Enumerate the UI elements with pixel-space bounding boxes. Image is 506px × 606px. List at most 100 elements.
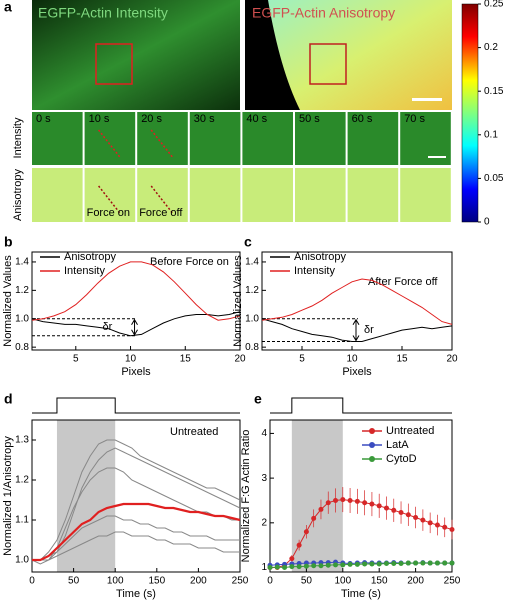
series-line	[32, 439, 241, 561]
colorbar-tick-label: 0	[484, 217, 490, 228]
time-label: 10 s	[89, 113, 110, 125]
roi-box	[95, 43, 133, 85]
legend-marker	[369, 456, 375, 462]
x-tick-label: 5	[73, 354, 79, 365]
x-tick-label: 100	[334, 576, 351, 587]
x-tick-label: 20	[234, 354, 246, 365]
intensity-frame	[137, 112, 188, 165]
data-point	[405, 560, 411, 566]
series-line	[31, 531, 240, 565]
data-point	[333, 497, 339, 503]
data-point	[289, 556, 295, 562]
series-line	[31, 311, 241, 337]
x-tick-label: 15	[396, 354, 408, 365]
legend-label: Untreated	[386, 425, 434, 437]
force-path	[150, 185, 174, 215]
data-point	[383, 505, 389, 511]
x-tick-label: 15	[180, 354, 192, 365]
intensity-frame	[84, 112, 136, 165]
y-tick-label: 2	[261, 517, 267, 528]
force-label: Force on	[87, 207, 130, 219]
stimulus-pulse	[270, 397, 452, 414]
time-label: 60 s	[352, 113, 373, 125]
anisotropy-frame	[295, 168, 346, 222]
data-point	[362, 500, 368, 506]
series-line	[32, 467, 240, 561]
anisotropy-frame	[242, 168, 293, 222]
data-point	[391, 507, 397, 513]
data-point	[296, 542, 302, 548]
anisotropy-frame	[84, 168, 136, 222]
time-label: 70 s	[404, 113, 425, 125]
intensity-image	[32, 0, 240, 110]
data-point	[311, 563, 317, 569]
x-tick-label: 50	[301, 576, 313, 587]
y-tick-label: 1.1	[15, 515, 29, 526]
data-point	[434, 560, 440, 566]
x-tick-label: 150	[371, 576, 388, 587]
data-point	[449, 527, 455, 533]
x-axis-label: Pixels	[121, 366, 151, 378]
data-point	[333, 562, 339, 568]
delta-label: δr	[364, 324, 374, 336]
plot-frame	[31, 251, 241, 351]
stimulus-pulse	[32, 397, 240, 414]
data-point	[442, 524, 448, 530]
x-axis-label: Time (s)	[116, 588, 156, 600]
y-axis-label: Normalized Values	[2, 255, 14, 347]
y-tick-label: 1.0	[245, 313, 259, 324]
data-point	[449, 560, 455, 566]
data-point	[311, 515, 317, 521]
legend-marker	[369, 428, 375, 434]
y-tick-label: 1	[261, 562, 267, 573]
x-axis-label: Pixels	[342, 366, 372, 378]
data-point	[267, 565, 273, 571]
legend-label: Intensity	[294, 265, 335, 277]
panel-label: c	[244, 234, 252, 250]
y-tick-label: 0.8	[245, 342, 259, 353]
data-point	[420, 560, 426, 566]
x-tick-label: 5	[299, 354, 305, 365]
colorbar-tick-label: 0.1	[484, 129, 498, 140]
time-label: 0 s	[36, 113, 51, 125]
image-title: EGFP-Actin Intensity	[38, 5, 168, 21]
data-point	[383, 561, 389, 567]
y-tick-label: 1.0	[15, 313, 29, 324]
x-tick-label: 10	[125, 354, 137, 365]
legend-label: Anisotropy	[294, 251, 346, 263]
arrow-head	[352, 318, 360, 342]
data-point	[413, 560, 419, 566]
force-path	[98, 129, 122, 159]
data-point	[391, 561, 397, 567]
anisotropy-frame	[347, 168, 399, 222]
data-point	[420, 517, 426, 523]
panel-label: b	[4, 234, 13, 250]
time-label: 40 s	[246, 113, 267, 125]
intensity-frame	[295, 112, 346, 165]
series-line	[261, 318, 453, 342]
data-point	[376, 503, 382, 509]
time-label: 20 s	[141, 113, 162, 125]
force-path	[150, 129, 174, 159]
data-point	[340, 562, 346, 568]
data-point	[427, 520, 433, 526]
anisotropy-frame	[189, 168, 241, 222]
data-point	[354, 561, 360, 567]
x-axis-label: Time (s)	[341, 588, 381, 600]
time-label: 50 s	[299, 113, 320, 125]
scale-bar	[428, 156, 446, 158]
data-point	[289, 564, 295, 570]
panel-label: e	[254, 391, 262, 407]
panel-label: a	[4, 0, 12, 15]
intensity-frame	[347, 112, 399, 165]
legend-label: LatA	[386, 439, 409, 451]
legend-label: CytoD	[386, 453, 417, 465]
y-axis-label: Normalized Values	[232, 255, 244, 347]
stimulus-shade	[56, 420, 116, 572]
series-line	[32, 447, 241, 561]
colorbar-tick-label: 0.25	[484, 0, 504, 10]
data-point	[296, 564, 302, 570]
force-path	[98, 185, 122, 215]
plot-frame	[261, 251, 453, 351]
